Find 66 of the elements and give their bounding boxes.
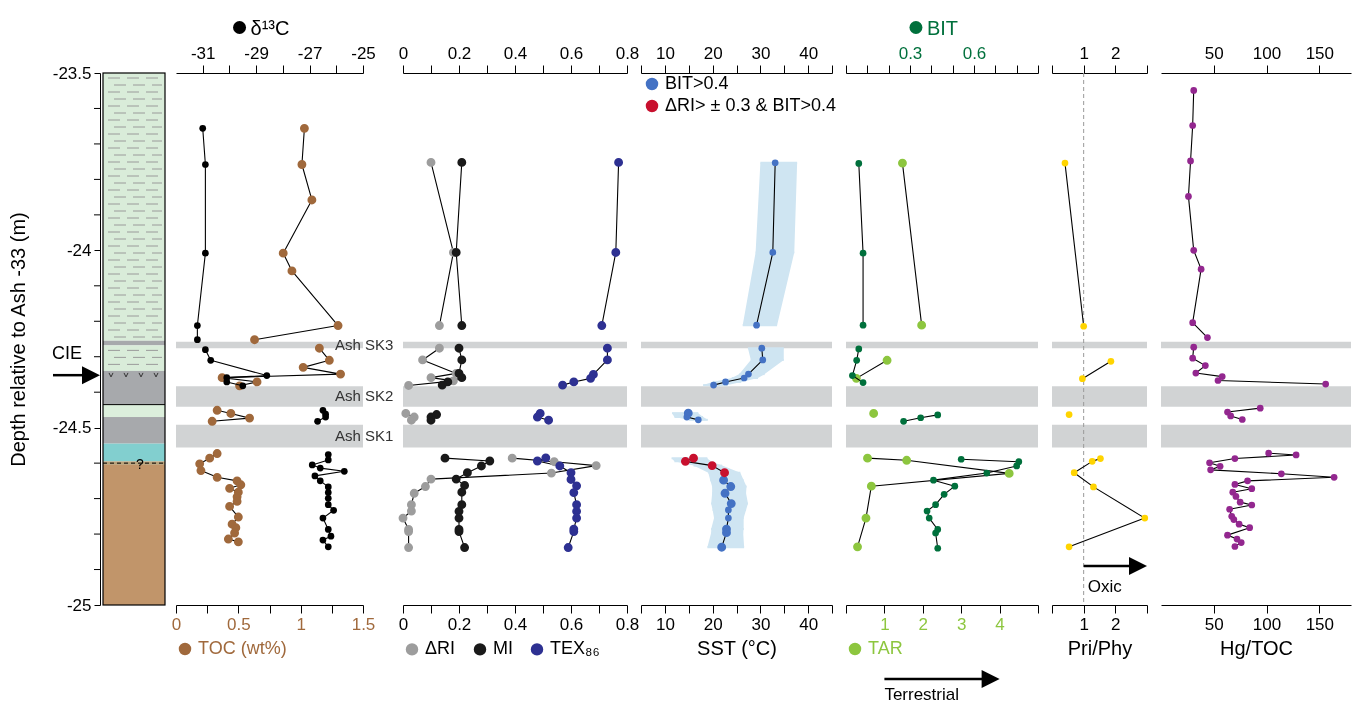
x-tick-label: 0 <box>398 614 409 634</box>
x-tick-label: 10 <box>655 614 675 634</box>
x2-tick-label: 0.3 <box>898 43 923 63</box>
x2-tick-label: 0 <box>398 43 409 63</box>
legend-label: TOC (wt%) <box>198 638 287 658</box>
x2-axis-title: BIT <box>926 16 959 39</box>
legend-label: TEX₈₆ <box>550 638 600 659</box>
x-tick-label: 30 <box>751 614 771 634</box>
x2-tick-label: 50 <box>1204 43 1224 63</box>
text: CIE <box>51 343 83 364</box>
x2-tick-label: -27 <box>297 43 323 63</box>
x-tick-label: 40 <box>799 614 819 634</box>
x-axis-title: Hg/TOC <box>1220 636 1293 659</box>
legend-label: TAR <box>868 638 903 658</box>
legend-label: ΔRI> ± 0.3 & BIT>0.4 <box>665 95 836 115</box>
x-tick-label: 1 <box>1079 614 1089 634</box>
text: ? <box>136 456 145 473</box>
x-tick-label: 20 <box>703 614 723 634</box>
y-tick-label: -24 <box>66 240 92 260</box>
annotation: Oxic <box>1087 576 1123 596</box>
x-tick-label: 150 <box>1305 614 1335 634</box>
x2-tick-label: 40 <box>799 43 819 63</box>
band-label: Ash SK3 <box>335 336 394 354</box>
x2-tick-label: 0.6 <box>559 43 584 63</box>
x2-tick-label: 30 <box>751 43 771 63</box>
x-tick-label: 2 <box>1111 614 1121 634</box>
legend-label: ΔRI <box>425 638 456 659</box>
y-axis-title: Depth relative to Ash -33 (m) <box>6 212 29 467</box>
y-tick-label: -23.5 <box>52 63 92 83</box>
legend-label: BIT>0.4 <box>665 73 729 93</box>
x2-tick-label: 1 <box>1079 43 1089 63</box>
x2-tick-label: -31 <box>190 43 216 63</box>
text: Terrestrial <box>884 685 960 703</box>
x-tick-label: 0.5 <box>227 614 251 634</box>
x2-tick-label: 2 <box>1111 43 1121 63</box>
x-axis-title: Pri/Phy <box>1067 636 1133 659</box>
x2-tick-label: 150 <box>1305 43 1335 63</box>
x-tick-label: 1 <box>296 614 306 634</box>
x2-axis-title: δ¹³C <box>250 16 290 39</box>
x2-tick-label: 0.2 <box>447 43 472 63</box>
x2-tick-label: -29 <box>244 43 269 63</box>
x2-tick-label: 0.8 <box>615 43 640 63</box>
x-tick-label: 0.2 <box>447 614 472 634</box>
x-tick-label: 0.8 <box>615 614 640 634</box>
x2-tick-label: 100 <box>1252 43 1282 63</box>
x2-tick-label: 0.4 <box>503 43 528 63</box>
x2-tick-label: 0.6 <box>962 43 987 63</box>
x-tick-label: 0 <box>171 614 182 634</box>
band-label: Ash SK1 <box>335 427 394 445</box>
legend-label: MI <box>493 638 513 659</box>
x-axis-title: SST (°C) <box>697 636 777 659</box>
y-tick-label: -25 <box>66 595 92 615</box>
x2-tick-label: -25 <box>351 43 376 63</box>
x-tick-label: 1 <box>880 614 890 634</box>
x-tick-label: 2 <box>918 614 929 634</box>
x-tick-label: 4 <box>995 614 1005 634</box>
x-tick-label: 3 <box>956 614 967 634</box>
x-tick-label: 1.5 <box>351 614 376 634</box>
x2-tick-label: 20 <box>703 43 723 63</box>
x-tick-label: 100 <box>1252 614 1282 634</box>
x-tick-label: 0.6 <box>559 614 584 634</box>
x-tick-label: 0.4 <box>503 614 528 634</box>
x2-tick-label: 10 <box>655 43 675 63</box>
band-label: Ash SK2 <box>335 387 394 405</box>
x-tick-label: 50 <box>1204 614 1224 634</box>
y-tick-label: -24.5 <box>52 418 92 438</box>
